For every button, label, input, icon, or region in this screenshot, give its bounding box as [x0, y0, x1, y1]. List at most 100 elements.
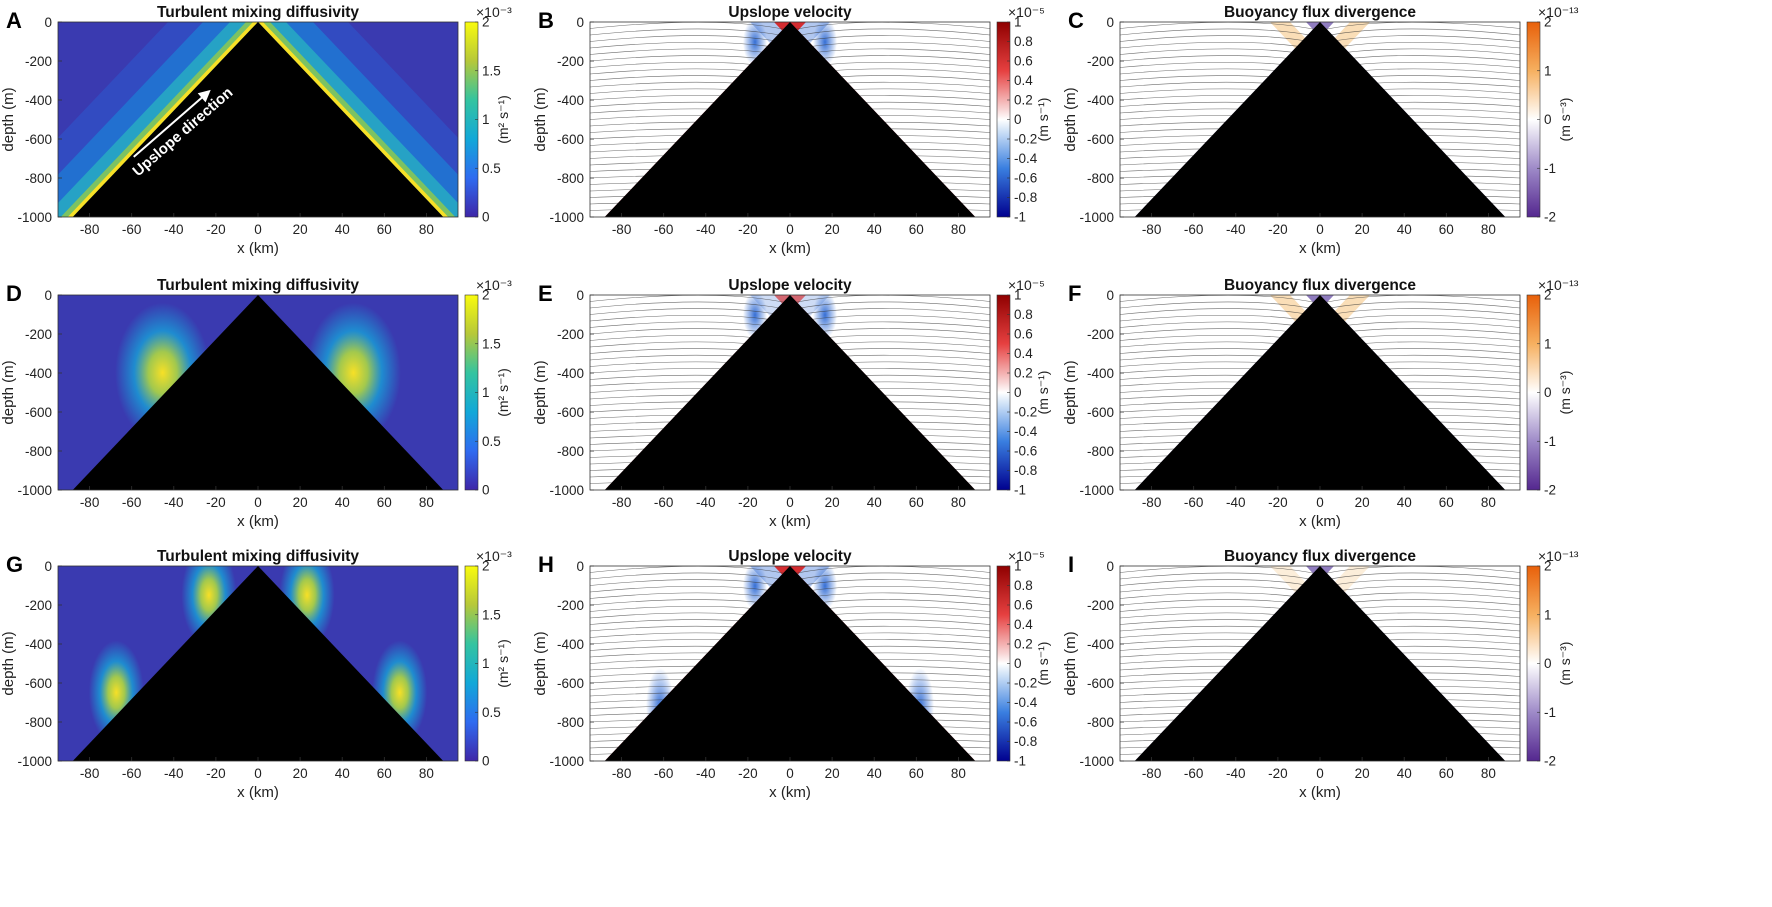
colorbar-tick-label: 0: [1014, 112, 1022, 127]
colorbar-tick-label: -2: [1544, 754, 1556, 769]
panel-label: A: [6, 8, 22, 33]
x-tick-label: 80: [951, 495, 966, 510]
chart-title: Upslope velocity: [728, 548, 852, 565]
x-tick-label: 60: [909, 766, 924, 781]
y-tick-label: 0: [44, 15, 52, 30]
x-tick-label: 0: [786, 222, 794, 237]
y-tick-label: -400: [557, 637, 584, 652]
x-tick-label: 20: [293, 766, 308, 781]
x-tick-label: 40: [335, 495, 350, 510]
colorbar-tick-label: 1: [482, 385, 490, 400]
x-axis-label: x (km): [769, 784, 811, 801]
plot-area: [58, 22, 458, 217]
y-tick-label: -1000: [17, 754, 52, 769]
x-tick-label: -20: [738, 766, 758, 781]
x-tick-label: -40: [1226, 766, 1246, 781]
plot-area: [1120, 566, 1520, 761]
x-axis-label: x (km): [769, 513, 811, 530]
x-tick-label: 20: [1355, 495, 1370, 510]
y-tick-label: 0: [576, 559, 584, 574]
x-tick-label: -60: [1184, 766, 1204, 781]
colorbar-unit: (m s⁻³): [1557, 642, 1573, 686]
colorbar-exponent: ×10⁻⁵: [1008, 4, 1045, 20]
y-tick-label: -600: [25, 676, 52, 691]
colorbar-tick-label: 1: [482, 112, 490, 127]
y-tick-label: -600: [1087, 132, 1114, 147]
colorbar-exponent: ×10⁻⁵: [1008, 548, 1045, 564]
x-tick-label: -80: [80, 222, 100, 237]
chart-title: Turbulent mixing diffusivity: [157, 277, 359, 294]
x-tick-label: -60: [122, 766, 142, 781]
y-tick-label: -800: [25, 444, 52, 459]
x-tick-label: -20: [206, 766, 226, 781]
y-tick-label: -800: [1087, 171, 1114, 186]
y-tick-label: 0: [44, 559, 52, 574]
chart-title: Buoyancy flux divergence: [1224, 548, 1416, 565]
colorbar-tick-label: 0.8: [1014, 307, 1033, 322]
mixing-band: [258, 22, 449, 217]
colorbar-tick-label: 2: [1544, 15, 1552, 30]
y-tick-label: 0: [1106, 15, 1114, 30]
x-tick-label: 80: [951, 766, 966, 781]
y-tick-label: 0: [576, 15, 584, 30]
colorbar-tick-label: 0: [1014, 656, 1022, 671]
y-tick-label: -400: [1087, 366, 1114, 381]
x-axis-label: x (km): [1299, 240, 1341, 257]
x-tick-label: 0: [1316, 495, 1324, 510]
panel-label: I: [1068, 552, 1074, 577]
x-tick-label: 0: [254, 766, 262, 781]
colorbar-tick-label: 0.4: [1014, 346, 1033, 361]
colorbar-tick-label: 0: [1544, 112, 1552, 127]
arrow-head-icon: [197, 89, 211, 103]
y-tick-label: -200: [557, 327, 584, 342]
y-tick-label: -800: [1087, 444, 1114, 459]
x-tick-label: -40: [164, 495, 184, 510]
colorbar-unit: (m s⁻³): [1557, 371, 1573, 415]
colorbar-tick-label: 0.8: [1014, 578, 1033, 593]
x-tick-label: 60: [1439, 495, 1454, 510]
x-tick-label: -60: [122, 495, 142, 510]
y-tick-label: -800: [1087, 715, 1114, 730]
colorbar-exponent: ×10⁻³: [476, 548, 512, 564]
x-tick-label: 0: [786, 766, 794, 781]
colorbar-tick-label: -0.8: [1014, 190, 1037, 205]
colorbar-tick-label: -0.4: [1014, 695, 1038, 710]
colorbar-tick-label: -1: [1544, 434, 1556, 449]
y-tick-label: -400: [25, 366, 52, 381]
y-tick-label: 0: [1106, 288, 1114, 303]
x-tick-label: 60: [377, 766, 392, 781]
y-tick-label: -1000: [17, 210, 52, 225]
x-tick-label: 40: [335, 766, 350, 781]
x-tick-label: -20: [1268, 495, 1288, 510]
y-tick-label: -1000: [549, 754, 584, 769]
colorbar-tick-label: -1: [1014, 754, 1026, 769]
panel-label: H: [538, 552, 554, 577]
colorbar-tick-label: -0.6: [1014, 171, 1037, 186]
y-tick-label: 0: [44, 288, 52, 303]
panel-label: G: [6, 552, 23, 577]
x-tick-label: 80: [419, 222, 434, 237]
colorbar-tick-label: 0.8: [1014, 34, 1033, 49]
y-tick-label: -1000: [1079, 210, 1114, 225]
colorbar-tick-label: 0.5: [482, 434, 501, 449]
y-tick-label: -200: [25, 598, 52, 613]
panel-label: F: [1068, 281, 1081, 306]
chart-title: Upslope velocity: [728, 277, 852, 294]
x-tick-label: -80: [612, 222, 632, 237]
y-axis-label: depth (m): [532, 360, 549, 424]
arrow-shaft: [133, 93, 207, 158]
seamount-terrain: [604, 566, 976, 761]
colorbar-tick-label: 2: [482, 288, 490, 303]
y-tick-label: -200: [25, 327, 52, 342]
colorbar-tick-label: 0.6: [1014, 327, 1033, 342]
seamount-terrain: [1134, 22, 1506, 217]
colorbar-unit: (m s⁻¹): [1035, 642, 1051, 686]
x-tick-label: -80: [80, 766, 100, 781]
colorbar-tick-label: 1: [1014, 15, 1022, 30]
y-tick-label: -200: [1087, 598, 1114, 613]
y-axis-label: depth (m): [532, 87, 549, 151]
colorbar-tick-label: 0.4: [1014, 73, 1033, 88]
